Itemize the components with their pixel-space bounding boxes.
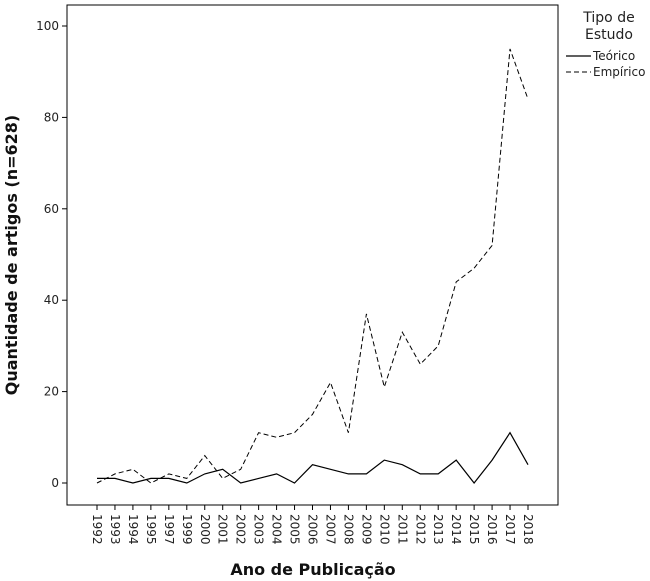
- series-line-teorico: [97, 431, 529, 484]
- x-tick-label: 2017: [503, 514, 517, 545]
- x-tick-label: 1994: [126, 514, 140, 545]
- x-tick-label: 2010: [377, 514, 391, 545]
- x-axis: 1992 1993 1994 1995 1997 1999 2000 2001 2002 2003…: [90, 505, 535, 545]
- y-tick-label: 100: [36, 19, 59, 33]
- x-tick-label: 2012: [413, 514, 427, 545]
- x-tick-label: 2001: [216, 514, 230, 545]
- x-tick-label: 2011: [395, 514, 409, 545]
- x-tick-label: 1995: [144, 514, 158, 545]
- y-axis: 0 20 40 60 80 100: [36, 19, 67, 490]
- y-tick-label: 0: [51, 476, 59, 490]
- y-tick-label: 80: [44, 110, 59, 124]
- y-tick-label: 60: [44, 202, 59, 216]
- x-tick-label: 1999: [180, 514, 194, 545]
- x-tick-label: 2016: [485, 514, 499, 545]
- x-tick-label: 2005: [288, 514, 302, 545]
- legend-label-teorico: Teórico: [592, 49, 635, 63]
- legend-title-line-1: Tipo de: [582, 10, 634, 26]
- legend-label-empirico: Empírico: [593, 65, 645, 79]
- x-axis-title: Ano de Publicação: [230, 560, 395, 579]
- x-tick-label: 2014: [449, 514, 463, 545]
- x-tick-label: 1992: [90, 514, 104, 545]
- x-tick-label: 2015: [467, 514, 481, 545]
- x-tick-label: 2000: [198, 514, 212, 545]
- x-tick-label: 2013: [431, 514, 445, 545]
- x-tick-label: 2006: [306, 514, 320, 545]
- x-tick-label: 2008: [341, 514, 355, 545]
- x-tick-label: 2007: [323, 514, 337, 545]
- x-tick-label: 2009: [359, 514, 373, 545]
- y-axis-title: Quantidade de artigos (n=628): [2, 115, 21, 396]
- x-tick-label: 2002: [234, 514, 248, 545]
- series-line-empirico: [96, 48, 529, 484]
- legend: Tipo de Estudo Teórico Empírico: [566, 10, 645, 79]
- y-tick-label: 20: [44, 385, 59, 399]
- x-tick-label: 2018: [521, 514, 535, 545]
- x-tick-label: 1993: [108, 514, 122, 545]
- x-tick-label: 1997: [162, 514, 176, 545]
- y-tick-label: 40: [44, 293, 59, 307]
- legend-title-line-2: Estudo: [585, 27, 633, 43]
- x-tick-label: 2003: [252, 514, 266, 545]
- x-tick-label: 2004: [270, 514, 284, 545]
- series-layer: [96, 48, 529, 484]
